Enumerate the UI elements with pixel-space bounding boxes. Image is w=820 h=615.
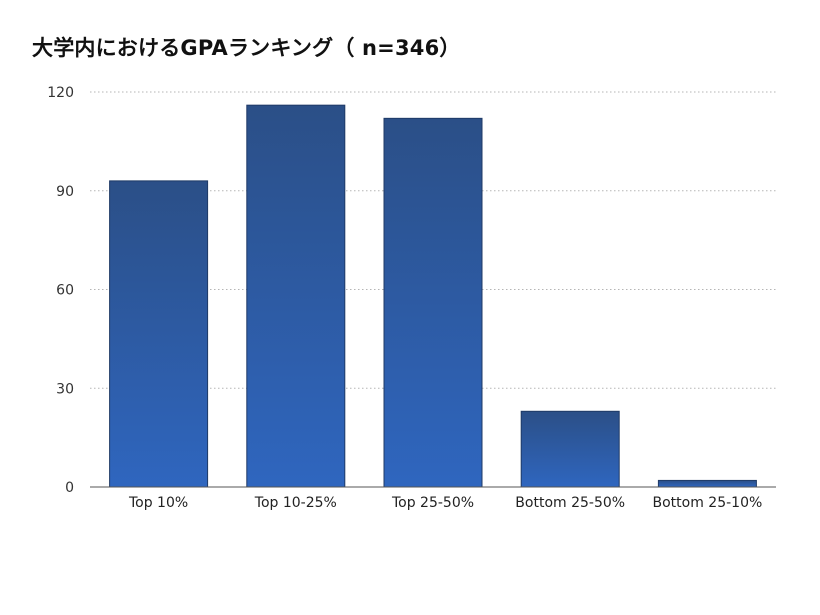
y-tick-label: 0 xyxy=(65,480,74,496)
bar-3 xyxy=(383,117,483,488)
y-tick-label: 60 xyxy=(56,283,74,299)
bar-4 xyxy=(520,410,620,488)
x-tick-label: Top 10-25% xyxy=(254,495,337,511)
bar-2 xyxy=(246,104,346,488)
bars xyxy=(109,104,757,488)
bar-1 xyxy=(109,180,209,488)
x-tick-label: Bottom 25-10% xyxy=(653,495,763,511)
x-tick-label: Top 25-50% xyxy=(391,495,474,511)
x-tick-label: Bottom 25-50% xyxy=(515,495,625,511)
x-tick-label: Top 10% xyxy=(128,495,188,511)
labels: 0 30 60 90 120 Top 10% Top 10-25% Top 25-50% Bot… xyxy=(47,85,762,511)
y-tick-label: 90 xyxy=(56,184,74,200)
y-tick-label: 120 xyxy=(47,85,74,101)
y-tick-label: 30 xyxy=(56,381,74,397)
chart-title: 大学内におけるGPAランキング（ n=346） xyxy=(32,36,461,60)
bar-5 xyxy=(657,479,757,488)
